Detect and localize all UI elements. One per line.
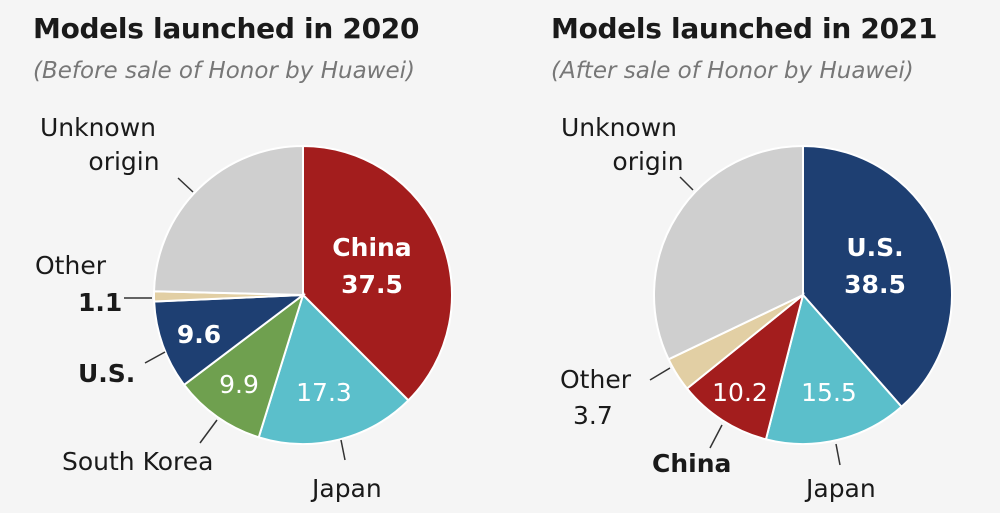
pie-svg-2021: U.S. 38.5 15.5 10.2 Unknown origin Other… — [560, 113, 953, 503]
leader-unknown-2021 — [679, 176, 694, 191]
pie-slice-japan — [257, 293, 410, 445]
pie-slice-u-s — [802, 144, 953, 409]
label-china-2021: China — [652, 449, 731, 478]
pie-slice-south-korea — [182, 292, 305, 439]
pie-slice-china — [685, 292, 805, 441]
slice-value-us-2021: 38.5 — [844, 270, 906, 299]
slice-value-china-2020: 37.5 — [341, 270, 403, 299]
slice-label-china-2020: China — [332, 233, 411, 262]
leader-korea-2020 — [199, 419, 218, 444]
chart-2021: Models launched in 2021 (After sale of H… — [500, 0, 1000, 513]
pie-slices-2020 — [153, 144, 453, 445]
label-other-2021: Other — [560, 365, 632, 394]
pie-slice-unknown-origin — [653, 144, 804, 361]
leader-unknown-2020 — [177, 177, 194, 193]
label-korea-2020: South Korea — [62, 447, 213, 476]
chart-subtitle-2020: (Before sale of Honor by Huawei) — [33, 58, 415, 84]
pie-slice-china — [302, 144, 453, 402]
slice-value-korea-2020: 9.9 — [219, 370, 259, 399]
slice-value-china-2021: 10.2 — [712, 378, 768, 407]
leader-other-2021 — [649, 367, 671, 381]
label-us-2020: U.S. — [78, 359, 135, 388]
label-unknown-line1-2021: Unknown — [561, 113, 677, 142]
pie-slice-unknown-origin — [153, 144, 304, 297]
leader-japan-2021 — [835, 443, 841, 466]
label-unknown-line2-2020: origin — [88, 147, 159, 176]
pie-svg-2020: China 37.5 17.3 9.9 9.6 Unknown origin O… — [35, 113, 453, 503]
chart-title-2020: Models launched in 2020 — [33, 12, 420, 45]
label-japan-2021: Japan — [804, 474, 876, 503]
label-japan-2020: Japan — [310, 474, 382, 503]
chart-title-2021: Models launched in 2021 — [551, 12, 938, 45]
slice-value-us-2020: 9.6 — [177, 320, 221, 349]
pie-slice-u-s — [153, 293, 307, 387]
label-unknown-line2-2021: origin — [612, 147, 683, 176]
slice-value-japan-2021: 15.5 — [801, 378, 857, 407]
leader-japan-2020 — [340, 439, 346, 461]
chart-subtitle-2021: (After sale of Honor by Huawei) — [551, 58, 914, 84]
leader-china-2021 — [709, 424, 723, 449]
label-other-2020: Other — [35, 251, 107, 280]
pie-slices-2021 — [653, 144, 953, 445]
leader-us-2020 — [144, 351, 166, 364]
slice-label-us-2021: U.S. — [846, 233, 903, 262]
chart-2020: Models launched in 2020 (Before sale of … — [33, 12, 453, 503]
label-unknown-line1-2020: Unknown — [40, 113, 156, 142]
label-other-value-2021: 3.7 — [573, 401, 613, 430]
label-other-value-2020: 1.1 — [78, 288, 122, 317]
slice-value-japan-2020: 17.3 — [296, 378, 352, 407]
pie-slice-japan — [764, 292, 903, 445]
